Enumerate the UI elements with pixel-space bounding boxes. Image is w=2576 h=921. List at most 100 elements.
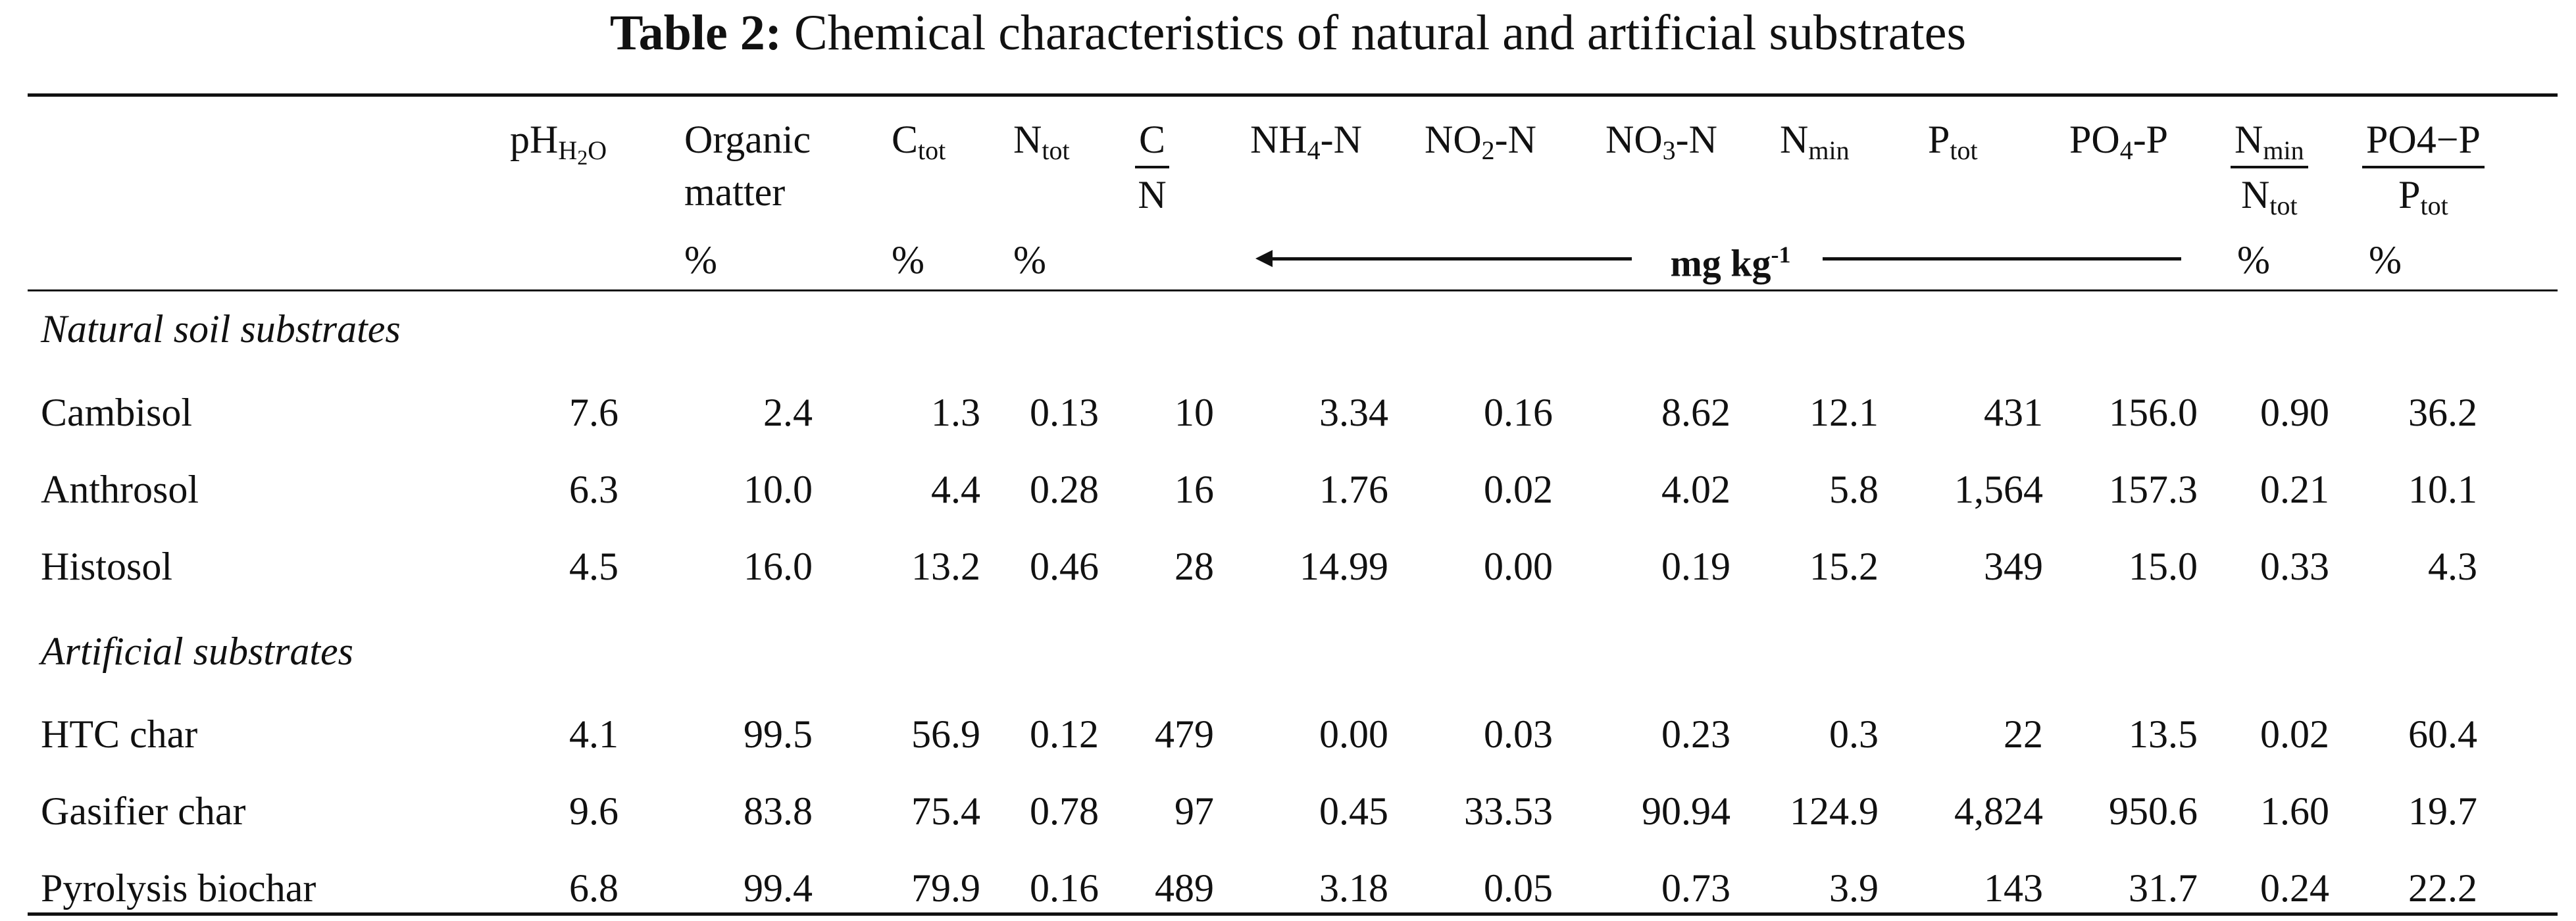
table-cell: 157.3 (2109, 468, 2198, 511)
header-ntot-unit: % (1013, 238, 1046, 282)
header-organic-matter: Organic matter (684, 118, 811, 214)
top-rule (28, 93, 2558, 97)
table-cell: 60.4 (2408, 712, 2477, 756)
table-cell: 0.12 (1030, 712, 1099, 756)
table-cell: 79.9 (911, 866, 980, 910)
table-cell: 56.9 (911, 712, 980, 756)
table-cell: 4.1 (569, 712, 619, 756)
table-cell: 12.1 (1809, 391, 1879, 434)
row-label: Pyrolysis biochar (41, 866, 316, 910)
table-cell: 0.24 (2260, 866, 2329, 910)
header-ptot: Ptot (1928, 118, 1978, 165)
table-cell: 0.00 (1319, 712, 1388, 756)
table-cell: 19.7 (2408, 789, 2477, 833)
table-caption: Table 2: Chemical characteristics of nat… (0, 0, 2576, 72)
table-cell: 16 (1174, 468, 1214, 511)
table-row: Anthrosol 6.3 10.0 4.4 0.28 16 1.76 0.02 4.02 5.8… (0, 460, 2576, 519)
header-no2-n: NO2-N (1425, 118, 1536, 165)
table-cell: 0.16 (1484, 391, 1553, 434)
table-cell: 31.7 (2129, 866, 2198, 910)
row-label: Gasifier char (41, 789, 246, 833)
table-cell: 0.02 (2260, 712, 2329, 756)
table-cell: 0.16 (1030, 866, 1099, 910)
table-cell: 124.9 (1790, 789, 1879, 833)
table-cell: 1.76 (1319, 468, 1388, 511)
table-cell: 0.02 (1484, 468, 1553, 511)
table-cell: 0.19 (1661, 545, 1730, 588)
table-cell: 0.73 (1661, 866, 1730, 910)
table-cell: 97 (1174, 789, 1214, 833)
unit-arrow-left (1255, 250, 1632, 267)
table-cell: 4,824 (1954, 789, 2043, 833)
table-cell: 0.45 (1319, 789, 1388, 833)
table-cell: 13.2 (911, 545, 980, 588)
table-cell: 0.33 (2260, 545, 2329, 588)
table-cell: 431 (1984, 391, 2043, 434)
table-cell: 0.03 (1484, 712, 1553, 756)
table-cell: 0.05 (1484, 866, 1553, 910)
header-rule (28, 289, 2558, 291)
bottom-rule (28, 912, 2558, 916)
table-label: Table 2: (609, 5, 782, 61)
table-cell: 22.2 (2408, 866, 2477, 910)
table-cell: 16.0 (744, 545, 813, 588)
table-row: Cambisol 7.6 2.4 1.3 0.13 10 3.34 0.16 8.62 12.1 4… (0, 383, 2576, 442)
row-label: Histosol (41, 545, 173, 588)
table-cell: 22 (2004, 712, 2043, 756)
row-label: HTC char (41, 712, 198, 756)
unit-arrow-right (1823, 257, 2181, 261)
table-cell: 0.78 (1030, 789, 1099, 833)
table-cell: 10.1 (2408, 468, 2477, 511)
table-cell: 90.94 (1642, 789, 1730, 833)
table-cell: 99.5 (744, 712, 813, 756)
table-cell: 15.0 (2129, 545, 2198, 588)
table-cell: 10.0 (744, 468, 813, 511)
table-cell: 10 (1174, 391, 1214, 434)
table-row: Gasifier char 9.6 83.8 75.4 0.78 97 0.45 33.53 9… (0, 782, 2576, 841)
table-cell: 143 (1984, 866, 2043, 910)
table-cell: 0.90 (2260, 391, 2329, 434)
table-cell: 36.2 (2408, 391, 2477, 434)
header-no3-n: NO3-N (1605, 118, 1717, 165)
unit-mg-per-kg: mg kg-1 (1670, 241, 1791, 285)
table-cell: 4.5 (569, 545, 619, 588)
table-cell: 489 (1155, 866, 1214, 910)
table-cell: 99.4 (744, 866, 813, 910)
table-cell: 0.46 (1030, 545, 1099, 588)
table-cell: 1.3 (931, 391, 980, 434)
table-cell: 156.0 (2109, 391, 2198, 434)
header-nmin-over-ntot: Nmin Ntot (2231, 113, 2308, 221)
table-cell: 3.34 (1319, 391, 1388, 434)
table-cell: 3.18 (1319, 866, 1388, 910)
table-cell: 0.3 (1829, 712, 1879, 756)
table-cell: 2.4 (763, 391, 813, 434)
table-title: Chemical characteristics of natural and … (794, 5, 1967, 61)
table-cell: 0.21 (2260, 468, 2329, 511)
table-cell: 5.8 (1829, 468, 1879, 511)
table-cell: 6.3 (569, 468, 619, 511)
table-row: Histosol 4.5 16.0 13.2 0.46 28 14.99 0.00 0.19 15… (0, 537, 2576, 596)
table-cell: 950.6 (2109, 789, 2198, 833)
table-cell: 349 (1984, 545, 2043, 588)
table-cell: 4.4 (931, 468, 980, 511)
table-cell: 0.28 (1030, 468, 1099, 511)
table-cell: 9.6 (569, 789, 619, 833)
table-cell: 6.8 (569, 866, 619, 910)
header-po4p-ptot-unit: % (2369, 238, 2402, 282)
table-cell: 7.6 (569, 391, 619, 434)
header-po4p-over-ptot: PO4−P Ptot (2362, 113, 2485, 221)
table-cell: 8.62 (1661, 391, 1730, 434)
table-cell: 0.13 (1030, 391, 1099, 434)
header-organic-unit: % (684, 238, 717, 282)
row-label: Cambisol (41, 391, 193, 434)
section-title: Natural soil substrates (41, 307, 401, 351)
header-nmin: Nmin (1780, 118, 1850, 165)
table-cell: 13.5 (2129, 712, 2198, 756)
section-title: Artificial substrates (41, 630, 354, 673)
table-cell: 28 (1174, 545, 1214, 588)
table-cell: 0.00 (1484, 545, 1553, 588)
table-cell: 0.23 (1661, 712, 1730, 756)
table-cell: 15.2 (1809, 545, 1879, 588)
header-ntot: Ntot (1013, 118, 1070, 165)
